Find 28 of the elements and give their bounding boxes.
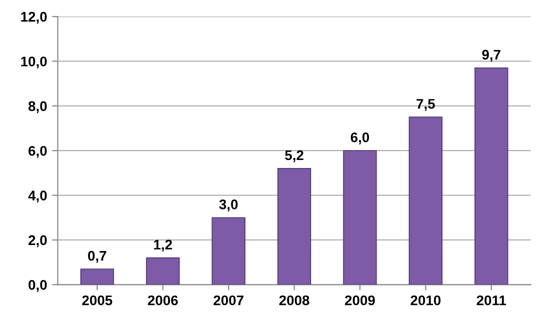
bar (212, 217, 246, 285)
data-label: 1,2 (154, 240, 172, 252)
y-tick-label: 12,0 (21, 12, 47, 24)
data-label: 6,0 (350, 132, 370, 144)
data-label: 3,0 (219, 199, 238, 212)
bar (474, 68, 508, 285)
data-label: 7,5 (416, 99, 435, 111)
data-label: 9,7 (482, 50, 500, 62)
x-tick-label: 2011 (476, 295, 506, 306)
x-tick-label: 2005 (82, 295, 112, 306)
bar (408, 116, 442, 285)
x-tick-label: 2008 (279, 295, 310, 306)
y-tick-label: 4,0 (28, 190, 47, 202)
data-label: 0,7 (88, 250, 106, 263)
y-tick-label: 2,0 (28, 235, 47, 248)
bar (343, 150, 377, 285)
y-tick-label: 0,0 (28, 280, 47, 292)
bar (80, 268, 114, 285)
x-tick-label: 2006 (148, 295, 178, 306)
bar (277, 168, 312, 285)
y-tick-label: 8,0 (28, 101, 47, 114)
y-tick-label: 6,0 (28, 146, 47, 158)
x-tick-label: 2009 (344, 295, 375, 306)
x-tick-label: 2007 (214, 295, 244, 306)
bar (146, 257, 180, 285)
y-tick-label: 10,0 (21, 56, 47, 68)
data-label: 5,2 (285, 150, 304, 162)
x-tick-label: 2010 (410, 295, 441, 306)
